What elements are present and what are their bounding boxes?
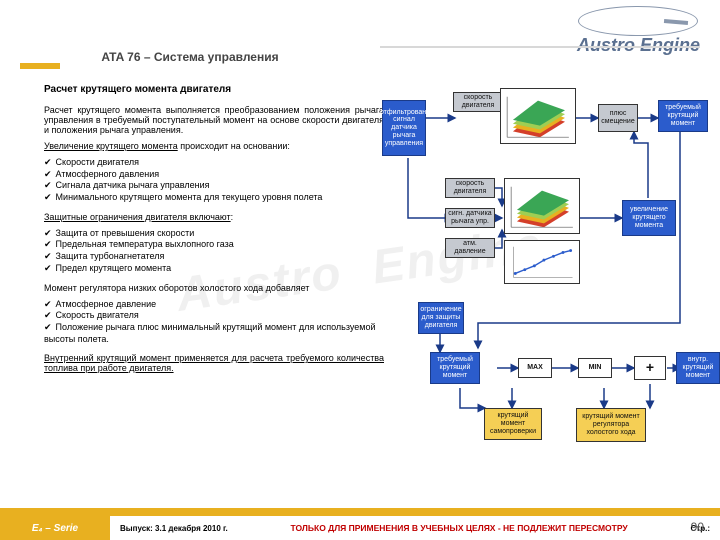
node-idle: крутящий момент регулятора холостого ход…: [576, 408, 646, 442]
logo-text: Austro Engine: [577, 36, 700, 54]
list-item: Предел крутящего момента: [44, 263, 384, 275]
node-plus: +: [634, 356, 666, 380]
list-item: Защита от превышения скорости: [44, 228, 384, 240]
node-protection: ограничение для защиты двигателя: [418, 302, 464, 334]
node-inc-torque: увеличение крутящего момента: [622, 200, 676, 236]
footer: E₄ – Serie Выпуск: 3.1 декабря 2010 г. Т…: [0, 516, 720, 540]
title-rule: [380, 46, 700, 48]
footer-warning: ТОЛЬКО ДЛЯ ПРИМЕНЕНИЯ В УЧЕБНЫХ ЦЕЛЯХ - …: [228, 523, 691, 533]
list3: Атмосферное давление Скорость двигателя …: [44, 299, 384, 346]
node-speed2: скорость двигателя: [445, 178, 495, 198]
para3: Защитные ограничения двигателя включают:: [44, 212, 384, 222]
node-atm: атм. давление: [445, 238, 495, 258]
arrows-layer: [390, 88, 710, 488]
chart-line: [504, 240, 580, 284]
node-max: MAX: [518, 358, 552, 378]
node-inner: внутр. крутящий момент: [676, 352, 720, 384]
node-sensor: сигн. датчика рычага упр.: [445, 208, 495, 228]
logo-ellipse: [578, 6, 698, 36]
node-speed1: скорость двигателя: [453, 92, 503, 112]
list1: Скорости двигателя Атмосферного давления…: [44, 157, 384, 204]
chart-3d-top: [500, 88, 576, 144]
list-item: Положение рычага плюс минимальный крутящ…: [44, 322, 384, 345]
node-req-torque-2: требуемый крутящий момент: [430, 352, 480, 384]
page-title: ATA 76 – Система управления: [60, 50, 320, 64]
list-item: Предельная температура выхлопного газа: [44, 239, 384, 251]
para3-u: Защитные ограничения двигателя включают: [44, 212, 231, 222]
para2-rest: происходит на основании:: [178, 141, 290, 151]
diagram: отфильтрован. сигнал датчика рычага упра…: [390, 88, 710, 488]
list-item: Скорости двигателя: [44, 157, 384, 169]
list-item: Атмосферное давление: [44, 299, 384, 311]
chart-3d-mid: [504, 178, 580, 234]
footer-issue: Выпуск: 3.1 декабря 2010 г.: [120, 524, 228, 533]
list-item: Атмосферного давления: [44, 169, 384, 181]
para1: Расчет крутящего момента выполняется пре…: [44, 105, 384, 135]
node-req-torque-1: требуемый крутящий момент: [658, 100, 708, 132]
para4: Момент регулятора низких оборотов холост…: [44, 283, 384, 293]
list-item: Защита турбонагнетателя: [44, 251, 384, 263]
footer-series: E₄ – Serie: [0, 523, 110, 534]
para2: Увеличение крутящего момента происходит …: [44, 141, 384, 151]
list-item: Скорость двигателя: [44, 310, 384, 322]
page-number: 90: [691, 520, 704, 534]
list-item: Минимального крутящего момента для текущ…: [44, 192, 384, 204]
para5: Внутренний крутящий момент применяется д…: [44, 353, 384, 373]
node-selfcheck: крутящий момент самопроверки: [484, 408, 542, 440]
node-plus-offset: плюс смещение: [598, 104, 638, 132]
list2: Защита от превышения скорости Предельная…: [44, 228, 384, 275]
node-filter: отфильтрован. сигнал датчика рычага упра…: [382, 100, 426, 156]
title-accent: [20, 63, 60, 69]
heading: Расчет крутящего момента двигателя: [44, 84, 384, 95]
text-content: Расчет крутящего момента двигателя Расче…: [44, 84, 384, 379]
list-item: Сигнала датчика рычага управления: [44, 180, 384, 192]
node-min: MIN: [578, 358, 612, 378]
para2-u: Увеличение крутящего момента: [44, 141, 178, 151]
para5-u: Внутренний крутящий момент применяется д…: [44, 353, 384, 373]
